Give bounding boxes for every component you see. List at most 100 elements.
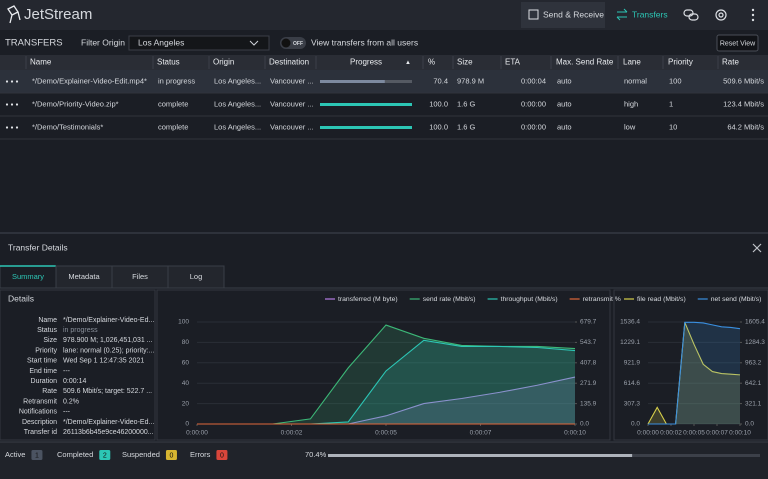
- y2-tick-label: 642.1: [745, 380, 762, 387]
- field-key: Description: [22, 419, 57, 426]
- status-count: 0: [170, 452, 174, 459]
- column-header[interactable]: %: [428, 58, 435, 67]
- field-value: 0:00:14: [63, 378, 86, 385]
- cell: 978.9 M: [457, 76, 484, 85]
- status-bar: [0, 442, 768, 479]
- x-tick-label: 0:00:10: [564, 430, 586, 437]
- status-label: Completed: [57, 450, 93, 459]
- y-tick-label: 20: [182, 400, 190, 407]
- cell: Vancouver ...: [270, 122, 314, 131]
- column-header[interactable]: Lane: [623, 58, 641, 67]
- y-tick-label: 100: [178, 319, 189, 326]
- cell: */Demo/Priority-Video.zip*: [32, 99, 119, 108]
- column-header[interactable]: Origin: [213, 58, 234, 67]
- cell: high: [624, 99, 638, 108]
- tab-label: Metadata: [68, 272, 100, 281]
- field-key: Start time: [27, 358, 57, 365]
- reset-label: Reset View: [720, 40, 756, 47]
- row-menu[interactable]: [6, 103, 18, 105]
- cell: low: [624, 122, 636, 131]
- toggle-state: OFF: [293, 41, 303, 47]
- column-header[interactable]: Name: [30, 58, 52, 67]
- legend-label: transferred (M byte): [338, 296, 398, 303]
- cell: 0:00:04: [521, 76, 546, 85]
- legend-label: file read (Mbit/s): [637, 296, 686, 303]
- cell: 123.4 Mbit/s: [723, 99, 764, 108]
- status-count: 2: [103, 452, 107, 459]
- dot: [16, 126, 18, 128]
- cell: 1.6 G: [457, 99, 476, 108]
- field-value: */Demo/Explainer-Video-Ed...: [63, 317, 154, 324]
- y2-tick-label: 271.9: [580, 380, 597, 387]
- row-menu[interactable]: [6, 126, 18, 128]
- field-key: Name: [38, 317, 57, 324]
- column-header[interactable]: Size: [457, 58, 473, 67]
- cell: 509.6 Mbit/s: [723, 76, 764, 85]
- field-key: Retransmit: [23, 398, 57, 405]
- column-header[interactable]: Status: [157, 58, 180, 67]
- progress-fill: [320, 80, 385, 83]
- column-header[interactable]: Rate: [722, 58, 739, 67]
- tab-label: Summary: [12, 272, 44, 281]
- filter-value: Los Angeles: [138, 37, 184, 47]
- field-value: in progress: [63, 327, 98, 334]
- cell: 0:00:00: [521, 99, 546, 108]
- legend-label: retransmit %: [583, 296, 621, 303]
- toggle-knob: [282, 39, 291, 48]
- legend-label: net send (Mbit/s): [711, 296, 762, 303]
- cell: complete: [158, 122, 188, 131]
- cell: Los Angeles...: [214, 76, 261, 85]
- tab-label: Send & Receive: [543, 9, 604, 19]
- y2-tick-label: 543.7: [580, 339, 597, 346]
- progress-fill: [320, 126, 412, 129]
- cell: 100.0: [429, 122, 448, 131]
- field-value: ---: [63, 368, 71, 375]
- details-title: Transfer Details: [8, 242, 68, 252]
- cell: normal: [624, 76, 647, 85]
- dot: [11, 103, 13, 105]
- x-tick-label: 0:00:07: [470, 430, 492, 437]
- column-header[interactable]: ETA: [505, 58, 521, 67]
- details-tabs: SummaryMetadataFilesLog: [0, 266, 224, 288]
- tab-label: Transfers: [632, 9, 668, 19]
- filter-label: Filter Origin: [81, 37, 125, 47]
- column-header[interactable]: Destination: [269, 58, 309, 67]
- y2-tick-label: 1284.3: [745, 339, 765, 346]
- y-tick-label: 0.0: [631, 421, 640, 428]
- column-header[interactable]: Progress: [350, 58, 382, 67]
- status-label: Suspended: [122, 450, 160, 459]
- field-value: 978.900 M; 1,026,451,031 ...: [63, 337, 153, 344]
- cell: Vancouver ...: [270, 99, 314, 108]
- menu-button[interactable]: [752, 9, 754, 21]
- y-tick-label: 614.6: [624, 380, 641, 387]
- cell: 100: [669, 76, 682, 85]
- column-header[interactable]: Max. Send Rate: [556, 58, 614, 67]
- field-value: 509.6 Mbit/s; target: 522.7 ...: [63, 388, 152, 395]
- field-key: Rate: [42, 388, 57, 395]
- field-value: ---: [63, 409, 71, 416]
- cell: 1.6 G: [457, 122, 476, 131]
- y2-tick-label: 963.2: [745, 360, 762, 367]
- field-key: Status: [37, 327, 57, 334]
- sort-indicator: ▲: [405, 60, 411, 66]
- y-tick-label: 40: [182, 380, 190, 387]
- x-tick-label: 0:00:02: [660, 430, 682, 437]
- x-tick-label: 0:00:05: [683, 430, 705, 437]
- dot: [16, 103, 18, 105]
- cell: 1: [669, 99, 673, 108]
- column-header[interactable]: Priority: [668, 58, 693, 67]
- progress-fill: [328, 454, 632, 457]
- dot: [6, 103, 8, 105]
- field-key: Notifications: [19, 409, 58, 416]
- field-value: lane: normal (0.25); priority:...: [63, 347, 154, 354]
- field-key: Size: [43, 337, 57, 344]
- cell: auto: [557, 122, 572, 131]
- y-tick-label: 307.3: [624, 400, 641, 407]
- y-tick-label: 1229.1: [620, 339, 640, 346]
- y-tick-label: 921.9: [624, 360, 641, 367]
- x-tick-label: 0:00:07: [706, 430, 728, 437]
- close-button[interactable]: [753, 244, 761, 252]
- cell: 64.2 Mbit/s: [727, 122, 764, 131]
- row-menu[interactable]: [6, 80, 18, 82]
